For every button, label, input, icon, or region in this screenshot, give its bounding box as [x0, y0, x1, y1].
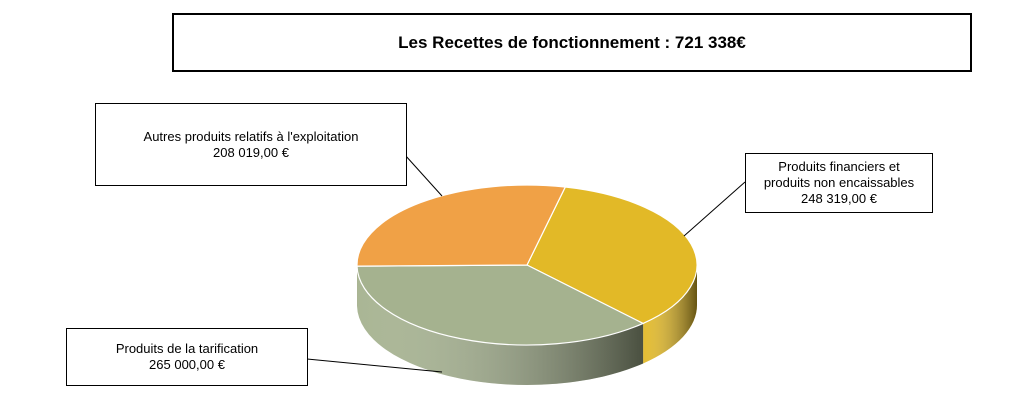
value-label: 208 019,00 €: [213, 144, 289, 160]
pie-tops: [356, 184, 698, 346]
data-label: Produits de la tarification 265 000,00 €: [66, 328, 308, 386]
pie-slice: [526, 186, 698, 325]
data-label: Autres produits relatifs à l'exploitatio…: [95, 103, 407, 186]
category-label: Produits de la tarification: [115, 341, 259, 356]
data-label: Produits financiers et produits non enca…: [745, 153, 933, 213]
leader-line: [683, 181, 746, 237]
slice-side-shade: [357, 266, 644, 385]
category-label: Produits financiers et produits non enca…: [763, 159, 915, 190]
value-label: 265 000,00 €: [149, 357, 225, 372]
category-label: Autres produits relatifs à l'exploitatio…: [143, 128, 359, 144]
pie-slice: [356, 184, 567, 267]
leader-line: [404, 154, 443, 197]
slice-side-shade: [643, 265, 697, 364]
leader-line: [306, 358, 443, 373]
value-label: 248 319,00 €: [801, 191, 877, 206]
chart-title: Les Recettes de fonctionnement : 721 338…: [172, 13, 972, 72]
pie-slice: [356, 264, 645, 346]
pie-sides: [357, 265, 697, 385]
